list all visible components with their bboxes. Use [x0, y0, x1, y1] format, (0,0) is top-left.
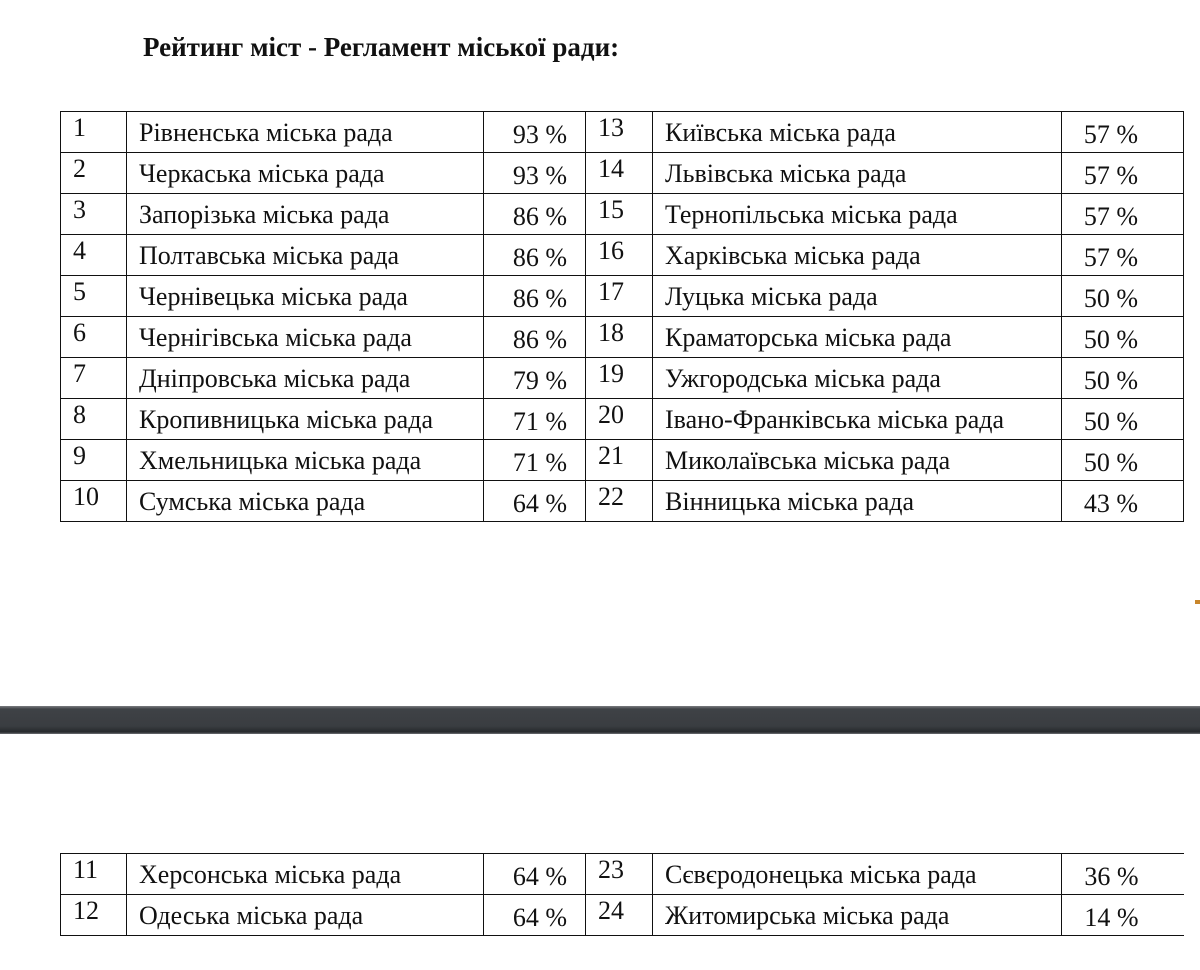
city-cell: Миколаївська міська рада — [652, 439, 1062, 481]
city-cell: Луцька міська рада — [652, 275, 1062, 317]
edge-mark — [1195, 600, 1200, 604]
rank-cell: 18 — [585, 316, 653, 358]
rank-cell: 16 — [585, 234, 653, 276]
percent-cell: 64 % — [483, 853, 586, 895]
city-cell: Кропивницька міська рада — [126, 398, 484, 440]
percent-cell: 57 % — [1061, 152, 1184, 194]
percent-cell: 50 % — [1061, 357, 1184, 399]
percent-cell: 86 % — [483, 193, 586, 235]
table-row: 11 Херсонська міська рада 64 % 23 Сєвєродоне… — [60, 853, 1184, 895]
city-cell: Львівська міська рада — [652, 152, 1062, 194]
rank-cell: 24 — [585, 894, 653, 936]
city-cell: Черкаська міська рада — [126, 152, 484, 194]
table-row: 9 Хмельницька міська рада 71 % 21 Миколаївсь… — [60, 439, 1184, 481]
rank-cell: 8 — [60, 398, 127, 440]
percent-cell: 64 % — [483, 894, 586, 936]
percent-cell: 50 % — [1061, 398, 1184, 440]
table-row: 7 Дніпровська міська рада 79 % 19 Ужгородськ… — [60, 357, 1184, 399]
table-row: 4 Полтавська міська рада 86 % 16 Харківська … — [60, 234, 1184, 276]
percent-cell: 79 % — [483, 357, 586, 399]
page-title: Рейтинг міст - Регламент міської ради: — [143, 32, 620, 62]
rank-cell: 3 — [60, 193, 127, 235]
city-cell: Вінницька міська рада — [652, 480, 1062, 522]
percent-cell: 64 % — [483, 480, 586, 522]
percent-cell: 93 % — [483, 152, 586, 194]
percent-cell: 43 % — [1061, 480, 1184, 522]
city-cell: Полтавська міська рада — [126, 234, 484, 276]
percent-cell: 50 % — [1061, 439, 1184, 481]
rank-cell: 20 — [585, 398, 653, 440]
table-row: 8 Кропивницька міська рада 71 % 20 Івано-Фра… — [60, 398, 1184, 440]
city-cell: Чернігівська міська рада — [126, 316, 484, 358]
rank-cell: 9 — [60, 439, 127, 481]
rank-cell: 11 — [60, 853, 127, 895]
table-row: 5 Чернівецька міська рада 86 % 17 Луцька міс… — [60, 275, 1184, 317]
city-cell: Чернівецька міська рада — [126, 275, 484, 317]
city-cell: Ужгородська міська рада — [652, 357, 1062, 399]
city-cell: Херсонська міська рада — [126, 853, 484, 895]
percent-cell: 86 % — [483, 275, 586, 317]
table-row: 1 Рівненська міська рада 93 % 13 Київська мі… — [60, 111, 1184, 153]
table-row: 3 Запорізька міська рада 86 % 15 Тернопільсь… — [60, 193, 1184, 235]
city-cell: Івано-Франківська міська рада — [652, 398, 1062, 440]
percent-cell: 57 % — [1061, 234, 1184, 276]
city-cell: Житомирська міська рада — [652, 894, 1062, 936]
page-divider — [0, 706, 1200, 734]
percent-cell: 50 % — [1061, 275, 1184, 317]
rank-cell: 6 — [60, 316, 127, 358]
rank-cell: 12 — [60, 894, 127, 936]
rank-cell: 17 — [585, 275, 653, 317]
rank-cell: 14 — [585, 152, 653, 194]
percent-cell: 14 % — [1061, 894, 1184, 936]
percent-cell: 71 % — [483, 398, 586, 440]
rank-cell: 7 — [60, 357, 127, 399]
city-cell: Сумська міська рада — [126, 480, 484, 522]
city-cell: Хмельницька міська рада — [126, 439, 484, 481]
rank-cell: 23 — [585, 853, 653, 895]
city-cell: Харківська міська рада — [652, 234, 1062, 276]
rank-cell: 1 — [60, 111, 127, 153]
table-row: 12 Одеська міська рада 64 % 24 Житомирська м… — [60, 894, 1184, 936]
percent-cell: 86 % — [483, 316, 586, 358]
rank-cell: 15 — [585, 193, 653, 235]
rank-cell: 21 — [585, 439, 653, 481]
percent-cell: 36 % — [1061, 853, 1184, 895]
table-row: 10 Сумська міська рада 64 % 22 Вінницька міс… — [60, 480, 1184, 522]
percent-cell: 57 % — [1061, 193, 1184, 235]
table-row: 6 Чернігівська міська рада 86 % 18 Краматорс… — [60, 316, 1184, 358]
rank-cell: 5 — [60, 275, 127, 317]
rank-cell: 10 — [60, 480, 127, 522]
percent-cell: 71 % — [483, 439, 586, 481]
rank-cell: 19 — [585, 357, 653, 399]
city-cell: Тернопільська міська рада — [652, 193, 1062, 235]
city-cell: Краматорська міська рада — [652, 316, 1062, 358]
percent-cell: 93 % — [483, 111, 586, 153]
table-row: 2 Черкаська міська рада 93 % 14 Львівська мі… — [60, 152, 1184, 194]
city-cell: Рівненська міська рада — [126, 111, 484, 153]
ranking-table-continued: 11 Херсонська міська рада 64 % 23 Сєвєродоне… — [60, 853, 1184, 936]
rank-cell: 22 — [585, 480, 653, 522]
percent-cell: 86 % — [483, 234, 586, 276]
city-cell: Сєвєродонецька міська рада — [652, 853, 1062, 895]
city-cell: Дніпровська міська рада — [126, 357, 484, 399]
city-cell: Запорізька міська рада — [126, 193, 484, 235]
city-cell: Одеська міська рада — [126, 894, 484, 936]
rank-cell: 2 — [60, 152, 127, 194]
rank-cell: 4 — [60, 234, 127, 276]
ranking-table-continued-body: 11 Херсонська міська рада 64 % 23 Сєвєродоне… — [60, 853, 1184, 936]
city-cell: Київська міська рада — [652, 111, 1062, 153]
ranking-table: 1 Рівненська міська рада 93 % 13 Київська мі… — [60, 111, 1184, 522]
ranking-table-body: 1 Рівненська міська рада 93 % 13 Київська мі… — [60, 111, 1184, 522]
percent-cell: 57 % — [1061, 111, 1184, 153]
rank-cell: 13 — [585, 111, 653, 153]
percent-cell: 50 % — [1061, 316, 1184, 358]
